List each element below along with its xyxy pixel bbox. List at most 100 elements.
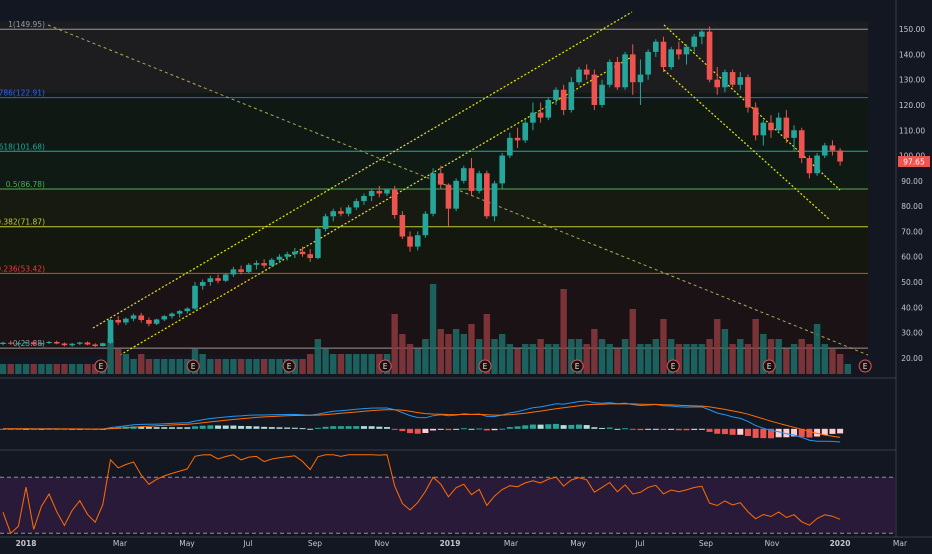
candle[interactable]: [376, 185, 383, 198]
candle[interactable]: [522, 120, 529, 143]
candle[interactable]: [353, 198, 360, 210]
candle[interactable]: [821, 142, 828, 159]
candle[interactable]: [461, 165, 467, 184]
earnings-marker[interactable]: E: [478, 359, 492, 373]
candle[interactable]: [476, 170, 482, 194]
candle[interactable]: [660, 36, 667, 73]
candle[interactable]: [599, 79, 605, 108]
earnings-marker[interactable]: E: [858, 359, 872, 373]
candle[interactable]: [84, 341, 91, 346]
candle[interactable]: [176, 309, 183, 318]
earnings-marker[interactable]: E: [94, 359, 108, 373]
candle[interactable]: [407, 231, 413, 252]
candle[interactable]: [123, 317, 129, 326]
candle[interactable]: [806, 155, 813, 179]
candle[interactable]: [23, 341, 29, 345]
candle[interactable]: [361, 193, 367, 205]
candle[interactable]: [0, 341, 6, 346]
candle[interactable]: [330, 208, 337, 222]
candle[interactable]: [837, 147, 843, 166]
candle[interactable]: [491, 180, 498, 222]
candle[interactable]: [499, 153, 505, 189]
candle[interactable]: [238, 265, 244, 275]
candle[interactable]: [284, 251, 290, 261]
candle[interactable]: [153, 318, 160, 326]
candle[interactable]: [814, 153, 820, 176]
candle[interactable]: [752, 102, 759, 141]
candle[interactable]: [222, 273, 229, 283]
time-axis[interactable]: 2018 Mar May Jul Sep Nov 2019 Mar May Jul Sep Nov 20…: [0, 536, 932, 550]
candle[interactable]: [537, 102, 544, 123]
candle[interactable]: [576, 67, 582, 85]
candle[interactable]: [30, 341, 37, 346]
candle[interactable]: [545, 97, 552, 121]
candle[interactable]: [61, 342, 68, 347]
candle[interactable]: [184, 307, 191, 314]
candle[interactable]: [192, 282, 198, 310]
candle[interactable]: [560, 84, 567, 116]
candle[interactable]: [338, 207, 344, 217]
earnings-marker[interactable]: E: [762, 359, 776, 373]
candle[interactable]: [422, 211, 429, 238]
candle[interactable]: [161, 314, 168, 322]
candle[interactable]: [714, 67, 721, 95]
candle[interactable]: [399, 211, 406, 240]
candle[interactable]: [829, 140, 836, 156]
candle[interactable]: [15, 342, 22, 346]
candle[interactable]: [345, 204, 352, 217]
candle[interactable]: [146, 317, 152, 327]
candle[interactable]: [115, 316, 121, 326]
candle[interactable]: [614, 56, 621, 90]
candle[interactable]: [276, 254, 283, 264]
candle[interactable]: [199, 279, 206, 290]
candle[interactable]: [745, 74, 751, 113]
candle[interactable]: [77, 341, 83, 346]
candle[interactable]: [38, 342, 45, 346]
candle[interactable]: [253, 260, 260, 270]
candle[interactable]: [507, 132, 513, 159]
candle[interactable]: [622, 51, 628, 90]
candle[interactable]: [92, 343, 98, 348]
candle[interactable]: [292, 247, 298, 258]
candle[interactable]: [637, 59, 644, 105]
price-candles[interactable]: [0, 26, 843, 348]
candle[interactable]: [484, 170, 490, 219]
candle[interactable]: [645, 49, 651, 80]
candle[interactable]: [606, 59, 613, 88]
candle[interactable]: [391, 185, 398, 219]
candle[interactable]: [269, 258, 275, 267]
candle[interactable]: [791, 125, 797, 151]
candle[interactable]: [530, 102, 536, 131]
candle[interactable]: [668, 46, 674, 70]
price-axis[interactable]: 150.00140.00130.00120.00110.00100.0090.0…: [895, 0, 932, 537]
candle[interactable]: [583, 64, 590, 80]
candle[interactable]: [307, 249, 313, 262]
candle[interactable]: [768, 115, 774, 138]
candle[interactable]: [445, 183, 452, 227]
candle[interactable]: [215, 274, 221, 284]
candle[interactable]: [453, 178, 459, 212]
candle[interactable]: [7, 340, 14, 345]
candle[interactable]: [798, 127, 805, 164]
candle[interactable]: [138, 312, 145, 323]
candle[interactable]: [729, 69, 736, 88]
candle[interactable]: [568, 77, 575, 113]
candle[interactable]: [775, 112, 782, 133]
candle[interactable]: [699, 29, 705, 45]
candle[interactable]: [514, 127, 521, 148]
candle[interactable]: [653, 39, 659, 57]
candle[interactable]: [591, 69, 598, 111]
candle[interactable]: [107, 318, 114, 344]
earnings-marker[interactable]: E: [186, 359, 200, 373]
candle[interactable]: [261, 259, 267, 269]
candle[interactable]: [683, 44, 690, 65]
candle[interactable]: [322, 213, 329, 232]
candle[interactable]: [676, 41, 682, 60]
earnings-marker[interactable]: E: [666, 359, 680, 373]
candle[interactable]: [299, 246, 306, 257]
earnings-marker[interactable]: E: [282, 359, 296, 373]
earnings-marker[interactable]: E: [378, 359, 392, 373]
